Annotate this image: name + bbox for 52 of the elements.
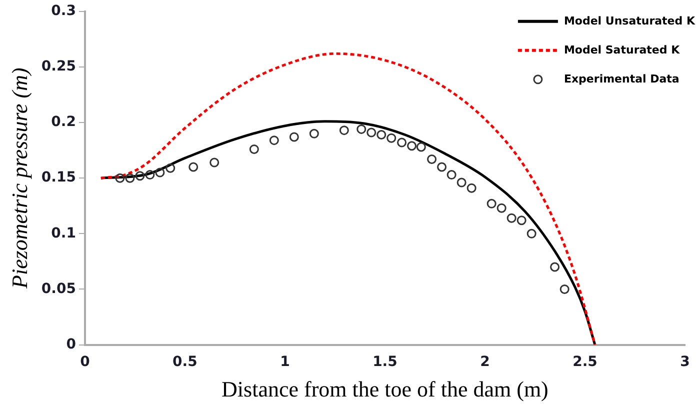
y-tick-label: 0.25 <box>41 58 76 75</box>
x-tick-label: 2.5 <box>572 354 598 370</box>
point <box>427 154 437 164</box>
y-tick-label: 0.3 <box>51 3 76 20</box>
y-tick-label: 0.2 <box>51 114 76 130</box>
point <box>366 128 376 138</box>
point <box>550 262 560 272</box>
point <box>269 136 279 146</box>
x-tick-label: 3 <box>680 354 690 370</box>
y-tick-label: 0.05 <box>41 280 76 297</box>
point <box>125 173 135 183</box>
point <box>466 183 476 193</box>
line-series <box>100 120 596 345</box>
y-tick-label: 0.1 <box>51 225 76 242</box>
legend-label: Experimental Data <box>564 72 680 86</box>
point <box>145 170 155 180</box>
point <box>407 141 417 151</box>
point <box>166 163 176 173</box>
point <box>188 162 198 172</box>
x-axis-title: Distance from the toe of the dam (m) <box>222 376 548 402</box>
point <box>309 128 319 138</box>
y-tick-label: 0.15 <box>41 170 76 186</box>
point <box>560 284 570 294</box>
x-tick-label: 0.5 <box>172 354 198 370</box>
point <box>456 178 466 188</box>
x-tick-label: 1.5 <box>372 354 398 370</box>
x-tick-label: 0 <box>80 354 90 370</box>
x-tick-label: 1 <box>280 354 290 370</box>
point <box>249 144 259 154</box>
point <box>289 132 299 142</box>
legend-label: Model Unsaturated K <box>564 14 696 28</box>
y-axis-title: Piezometric pressure (m) <box>6 68 32 290</box>
point <box>386 133 396 143</box>
point <box>496 203 506 213</box>
point <box>526 228 536 238</box>
point <box>437 162 447 172</box>
point <box>155 168 165 178</box>
x-tick-label: 2 <box>480 354 490 370</box>
point <box>516 216 526 226</box>
point <box>356 124 366 134</box>
point <box>210 158 220 168</box>
point <box>376 130 386 140</box>
point <box>446 170 456 180</box>
point <box>506 213 516 223</box>
point <box>115 173 125 183</box>
point <box>486 198 496 208</box>
point <box>135 171 145 181</box>
point <box>397 138 407 148</box>
legend-label: Model Saturated K <box>564 43 680 56</box>
y-tick-label: 0 <box>66 336 76 352</box>
point <box>416 142 426 152</box>
point <box>339 126 349 136</box>
